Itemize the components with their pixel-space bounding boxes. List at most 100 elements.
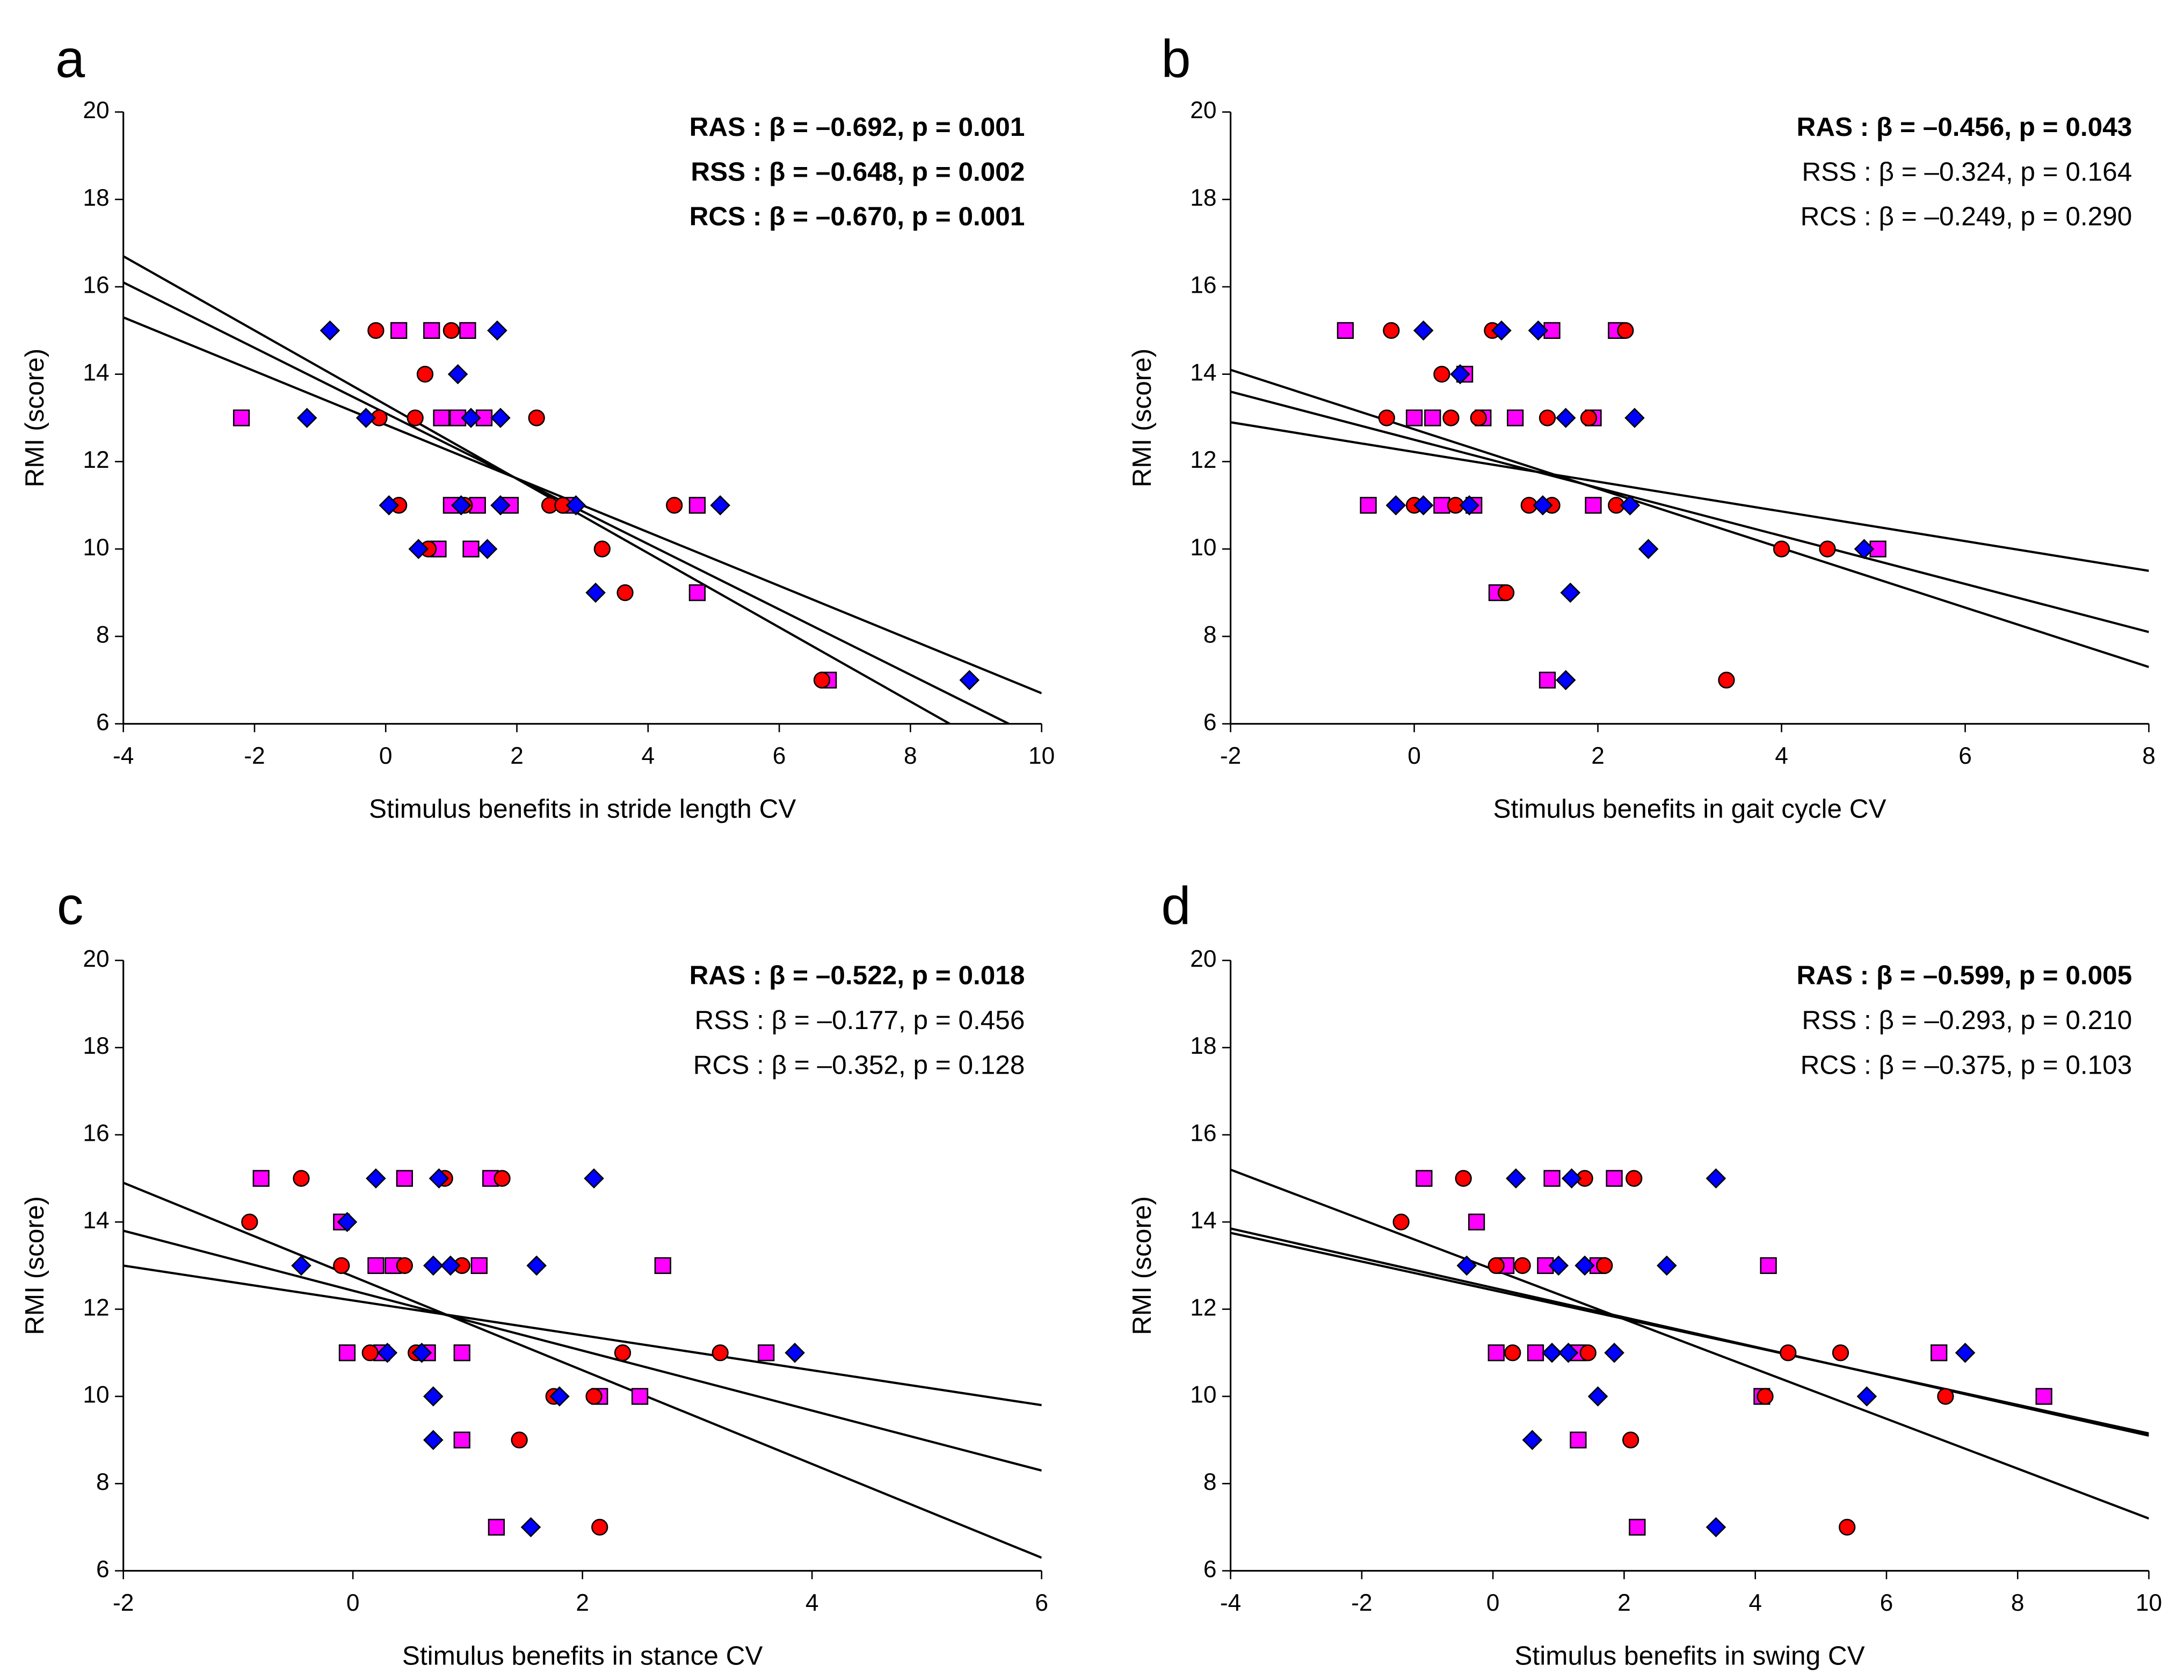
point [252, 1170, 270, 1187]
x-tick-label: 8 [2011, 1590, 2025, 1616]
point [440, 1255, 461, 1276]
point [423, 1386, 444, 1407]
y-tick-label: 8 [96, 1469, 110, 1495]
annotation: RCS : β = –0.375, p = 0.103 [1801, 1050, 2132, 1080]
point [338, 1344, 356, 1362]
point [1606, 1170, 1623, 1187]
point [355, 408, 376, 428]
point [1456, 1255, 1477, 1276]
point [758, 1344, 775, 1362]
point [1622, 1431, 1639, 1449]
point [1488, 1257, 1505, 1275]
fit-line [1230, 368, 2149, 668]
point [488, 1518, 505, 1536]
point [433, 409, 450, 426]
fit-line [123, 255, 950, 724]
point [1832, 1344, 1849, 1362]
point [459, 322, 476, 339]
y-tick-label: 16 [83, 272, 109, 299]
x-tick-label: -2 [244, 743, 265, 769]
panel-label: a [55, 28, 85, 88]
point [1718, 671, 1735, 689]
point [1624, 408, 1645, 428]
point [1433, 366, 1450, 383]
point [1780, 1344, 1797, 1362]
point [379, 495, 400, 516]
point [1539, 409, 1556, 426]
x-tick-label: -4 [1220, 1590, 1241, 1616]
x-tick-label: 0 [1407, 743, 1421, 769]
point [1413, 320, 1434, 341]
point [1560, 582, 1581, 603]
x-tick-label: 4 [1775, 743, 1788, 769]
point [1337, 322, 1354, 339]
y-tick-label: 16 [83, 1120, 109, 1147]
point [320, 320, 340, 341]
point [494, 1170, 511, 1187]
y-tick-label: 18 [1190, 1033, 1216, 1059]
point [1757, 1388, 1774, 1405]
x-tick-label: 6 [1880, 1590, 1893, 1616]
point [1504, 1344, 1521, 1362]
point [585, 1388, 603, 1405]
point [1539, 671, 1556, 689]
point [1620, 495, 1641, 516]
point [367, 322, 384, 339]
point [549, 1386, 570, 1407]
point [442, 322, 460, 339]
point [1854, 539, 1875, 559]
point [710, 495, 730, 516]
point [1528, 320, 1549, 341]
point [1773, 540, 1790, 557]
point [1561, 1168, 1582, 1189]
x-tick-label: 10 [2136, 1590, 2162, 1616]
point [1706, 1168, 1726, 1189]
y-tick-label: 12 [83, 447, 109, 473]
x-tick-label: 2 [510, 743, 524, 769]
point [453, 1431, 470, 1449]
point [1760, 1257, 1777, 1275]
y-tick-label: 20 [1190, 97, 1216, 124]
panel-label: c [57, 876, 84, 936]
y-tick-label: 6 [96, 709, 110, 735]
y-tick-label: 10 [1190, 534, 1216, 561]
point [490, 495, 511, 516]
point [1442, 409, 1460, 426]
panel: d 6 8 10 12 14 16 18 20 -4 -2 0 2 4 6 8 10 Stimulus benef… [1127, 876, 2162, 1671]
point [1856, 1386, 1877, 1407]
point [1385, 495, 1406, 516]
point [585, 582, 606, 603]
point [1629, 1518, 1646, 1536]
y-tick-label: 16 [1190, 1120, 1216, 1147]
x-tick-label: -2 [1351, 1590, 1372, 1616]
point [333, 1257, 350, 1275]
annotation: RAS : β = –0.522, p = 0.018 [690, 961, 1025, 990]
annotation: RAS : β = –0.692, p = 0.001 [690, 112, 1025, 142]
point [1378, 409, 1395, 426]
point [526, 1255, 547, 1276]
x-tick-label: 0 [346, 1590, 360, 1616]
y-tick-label: 18 [1190, 185, 1216, 211]
y-tick-label: 20 [83, 946, 109, 972]
point [291, 1255, 311, 1276]
y-tick-label: 8 [1203, 1469, 1217, 1495]
fit-line [1230, 390, 2149, 633]
y-tick-label: 16 [1190, 272, 1216, 299]
point [366, 1168, 386, 1189]
point [241, 1213, 258, 1230]
point [337, 1212, 358, 1233]
point [1455, 1170, 1472, 1187]
point [411, 1342, 432, 1363]
annotation: RSS : β = –0.177, p = 0.456 [695, 1005, 1025, 1035]
y-tick-label: 6 [1203, 1556, 1217, 1582]
point [1497, 584, 1515, 602]
point [423, 1430, 444, 1450]
point [429, 1168, 449, 1189]
point [785, 1342, 805, 1363]
y-tick-label: 14 [1190, 359, 1216, 386]
y-tick-label: 14 [83, 1207, 109, 1234]
point [1585, 497, 1602, 514]
annotation: RCS : β = –0.352, p = 0.128 [693, 1050, 1025, 1080]
point [396, 1170, 413, 1187]
y-axis-label: RMI (score) [20, 1196, 49, 1335]
